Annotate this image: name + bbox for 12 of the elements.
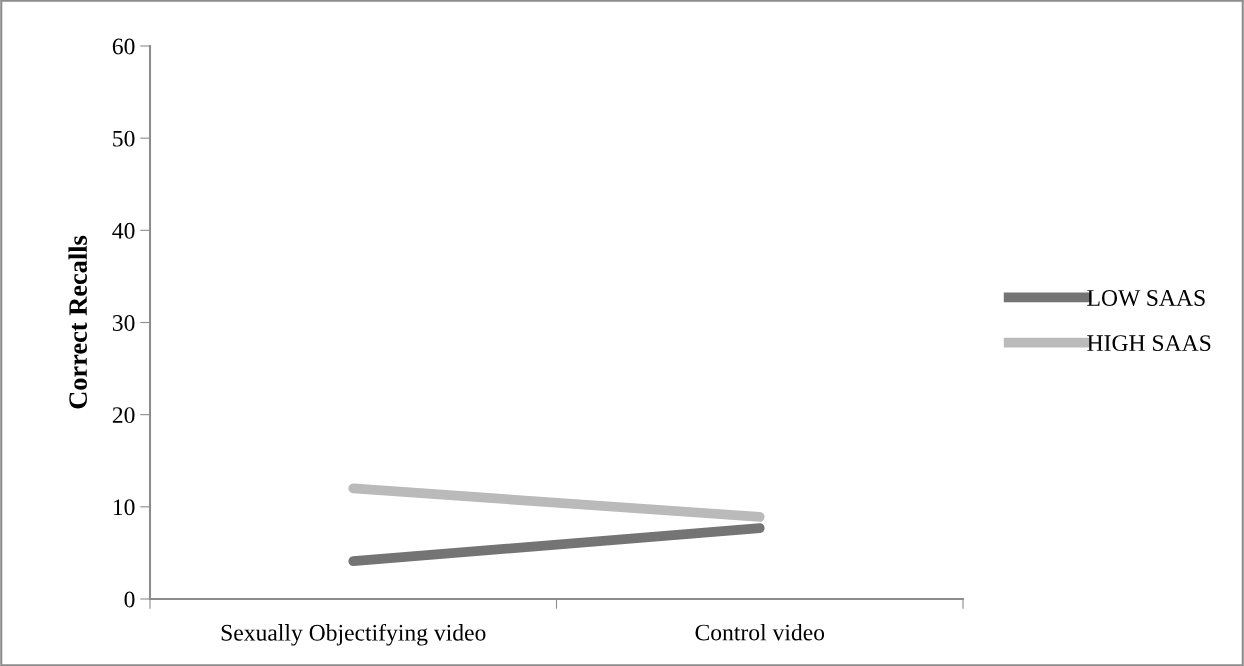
legend-label: HIGH SAAS — [1087, 335, 1211, 352]
x-tick-label: Control video — [695, 623, 825, 641]
y-axis-title: Correct Recalls — [68, 235, 87, 409]
x-tick-label: Sexually Objectifying video — [221, 623, 486, 646]
y-tick-label: 20 — [112, 407, 135, 424]
y-tick-label: 10 — [113, 499, 135, 516]
y-tick-label: 50 — [113, 130, 135, 147]
y-tick-label: 0 — [124, 591, 135, 608]
y-tick-label: 60 — [112, 38, 135, 55]
y-tick-label: 30 — [112, 314, 135, 331]
legend-label: LOW SAAS — [1087, 290, 1205, 307]
y-tick-label: 40 — [112, 222, 135, 239]
